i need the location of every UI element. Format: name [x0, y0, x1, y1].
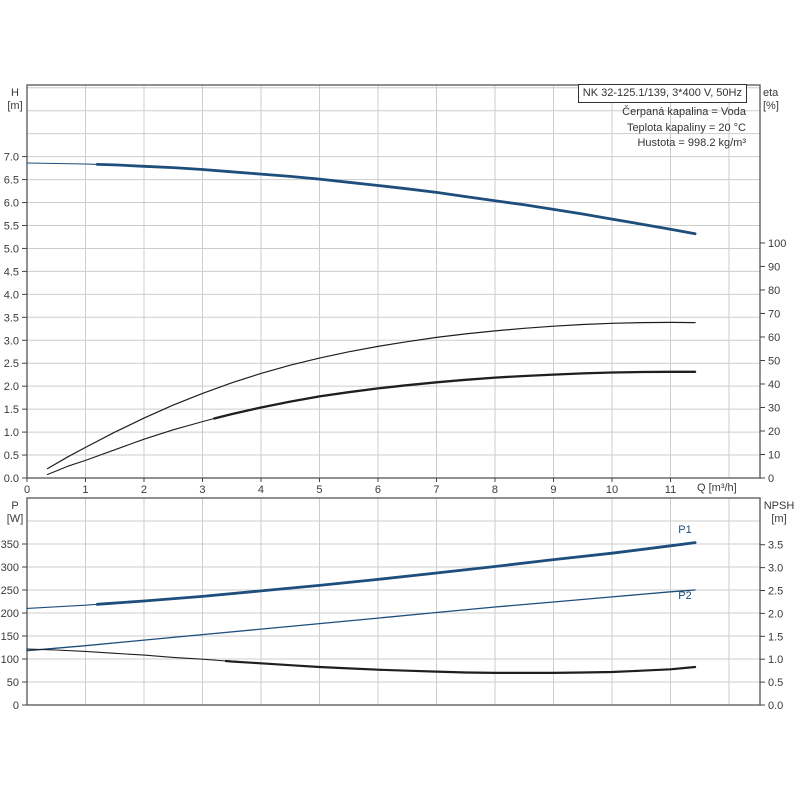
eta-axis-title-unit: [%] — [763, 100, 779, 112]
right-tick-label: 0.5 — [768, 677, 783, 689]
npsh-axis-title: NPSH [m] — [758, 500, 800, 526]
right-tick-label: 60 — [768, 332, 780, 344]
x-tick-label: 6 — [375, 484, 381, 496]
right-tick-label: 50 — [768, 355, 780, 367]
left-tick-label: 4.5 — [4, 266, 19, 278]
right-tick-label: 70 — [768, 308, 780, 320]
x-tick-label: 9 — [550, 484, 556, 496]
curve-P2 — [26, 589, 696, 652]
left-tick-label: 0.5 — [4, 450, 19, 462]
left-tick-label: 6.5 — [4, 175, 19, 187]
left-tick-label: 4.0 — [4, 289, 19, 301]
plot-frame — [26, 497, 761, 706]
left-tick-label: 7.0 — [4, 152, 19, 164]
x-tick-label: 0 — [24, 484, 30, 496]
p1-curve-label: P1 — [678, 524, 692, 536]
right-tick-label: 0.0 — [768, 700, 783, 712]
info-pumped-liquid: Čerpaná kapalina = Voda — [622, 106, 746, 118]
curve-H — [26, 162, 98, 165]
right-tick-label: 30 — [768, 402, 780, 414]
curve-NPSH — [224, 659, 697, 675]
x-tick-label: 2 — [141, 484, 147, 496]
x-tick-label: 4 — [258, 484, 264, 496]
right-tick-label: 80 — [768, 285, 780, 297]
left-tick-label: 6.0 — [4, 198, 19, 210]
right-tick-label: 1.5 — [768, 631, 783, 643]
left-tick-label: 350 — [1, 539, 19, 551]
eta-axis-title-symbol: eta — [763, 87, 779, 99]
left-tick-label: 0.0 — [4, 473, 19, 485]
h-axis-title-unit: [m] — [7, 100, 23, 112]
left-tick-label: 3.5 — [4, 312, 19, 324]
plot-frame — [26, 84, 761, 479]
info-density: Hustota = 998.2 kg/m³ — [637, 137, 746, 149]
x-tick-label: 1 — [82, 484, 88, 496]
right-tick-label: 1.0 — [768, 654, 783, 666]
left-tick-label: 150 — [1, 631, 19, 643]
curve-eta-pump-motor — [213, 370, 697, 420]
p-axis-title: P [W] — [2, 500, 28, 526]
right-tick-label: 3.0 — [768, 563, 783, 575]
p-axis-title-symbol: P — [11, 500, 19, 512]
right-tick-label: 10 — [768, 449, 780, 461]
left-tick-label: 300 — [1, 562, 19, 574]
eta-axis-title: eta [%] — [763, 87, 797, 113]
curve-P1 — [95, 541, 697, 606]
right-tick-label: 0 — [768, 473, 774, 485]
right-tick-label: 90 — [768, 261, 780, 273]
right-tick-label: 2.0 — [768, 608, 783, 620]
x-tick-label: 3 — [199, 484, 205, 496]
x-tick-label: 5 — [316, 484, 322, 496]
liquid-info-block: Čerpaná kapalina = Voda Teplota kapaliny… — [622, 105, 746, 152]
p2-curve-label: P2 — [678, 590, 692, 602]
right-tick-label: 100 — [768, 238, 786, 250]
x-tick-label: 10 — [606, 484, 618, 496]
right-tick-label: 20 — [768, 426, 780, 438]
x-tick-label: 8 — [492, 484, 498, 496]
left-tick-label: 50 — [7, 677, 19, 689]
left-tick-label: 0 — [13, 700, 19, 712]
left-tick-label: 200 — [1, 608, 19, 620]
q-axis-title: Q [m³/h] — [697, 482, 737, 494]
left-tick-label: 1.5 — [4, 404, 19, 416]
left-tick-label: 100 — [1, 654, 19, 666]
h-axis-title-symbol: H — [11, 87, 19, 99]
curve-NPSH — [26, 648, 227, 662]
left-tick-label: 2.0 — [4, 381, 19, 393]
curve-eta-pump-motor — [46, 417, 215, 476]
right-tick-label: 3.5 — [768, 540, 783, 552]
h-axis-title: H [m] — [2, 87, 28, 113]
left-tick-label: 5.5 — [4, 220, 19, 232]
info-liquid-temperature: Teplota kapaliny = 20 °C — [626, 121, 746, 134]
p-axis-title-unit: [W] — [6, 513, 24, 525]
npsh-axis-title-unit: [m] — [771, 513, 787, 525]
x-tick-label: 11 — [665, 484, 676, 496]
x-tick-label: 7 — [433, 484, 439, 496]
pump-title-box: NK 32-125.1/139, 3*400 V, 50Hz — [577, 84, 747, 103]
curve-eta-pump — [46, 321, 696, 470]
curve-H — [95, 162, 697, 236]
left-tick-label: 3.0 — [4, 335, 19, 347]
left-tick-label: 2.5 — [4, 358, 19, 370]
npsh-axis-title-symbol: NPSH — [763, 500, 795, 512]
curve-P1 — [26, 603, 98, 609]
left-tick-label: 1.0 — [4, 427, 19, 439]
left-tick-label: 5.0 — [4, 243, 19, 255]
right-tick-label: 2.5 — [768, 586, 783, 598]
right-tick-label: 40 — [768, 379, 780, 391]
left-tick-label: 250 — [1, 585, 19, 597]
